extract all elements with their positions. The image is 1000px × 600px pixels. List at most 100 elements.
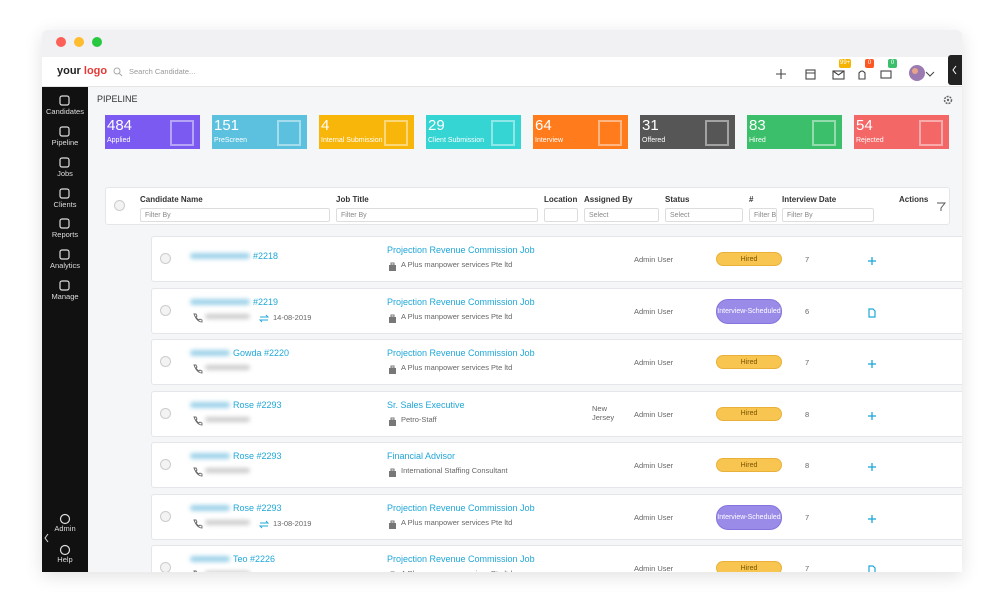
status-pill: Interview-Scheduled [716,504,782,530]
count: 7 [805,358,810,367]
count: 6 [805,306,810,316]
stage-label: Internal Submission [321,137,383,144]
stage-count: 484 [107,117,133,134]
sidebar-icon [59,543,71,561]
stage-count: 54 [856,117,873,134]
stage-card[interactable]: 484 Applied [105,115,200,149]
candidate-name[interactable]: #2218 [190,251,278,261]
job-title[interactable]: Projection Revenue Commission Job [387,245,535,255]
table-row: #2218 Projection Revenue Commission Job A … [151,236,962,282]
status-pill: Hired [716,406,782,421]
sidebar-icon [59,279,71,297]
phone-blur [205,571,250,572]
row-checkbox[interactable] [160,304,171,316]
stage-card[interactable]: 151 PreScreen [212,115,307,149]
job-title[interactable]: Projection Revenue Commission Job [387,502,535,513]
sidebar-item[interactable]: Jobs [42,156,88,184]
action-icon-glyph [868,514,876,523]
stage-watermark [916,117,948,149]
name-blur [190,556,230,562]
job-title[interactable]: Financial Advisor [387,451,456,461]
stage-card[interactable]: 29 Client Submission [426,115,521,149]
table-row: Rose #2293 Sr. Sales Executive Petro-Staff… [151,390,962,437]
sidebar-item[interactable]: Manage [42,279,88,307]
company-icon [388,259,397,277]
phone-icon-glyph [193,416,203,425]
sidebar-item[interactable]: Analytics [42,248,88,276]
candidate-name[interactable]: Teo #2226 [190,554,275,564]
filter-input[interactable]: Filter By [336,208,538,222]
filter-input[interactable]: Filter B [749,208,777,222]
stage-label: Hired [749,137,766,144]
browser-window: your logo Search Candidate... 99+ 0 0 Cand… [42,30,962,572]
stage-watermark [809,117,841,149]
action-icon[interactable] [867,356,877,374]
collapse-tab[interactable] [948,55,962,85]
job-title[interactable]: Sr. Sales Executive [387,399,465,410]
stage-card[interactable]: 31 Offered [640,115,735,149]
stage-card[interactable]: 64 Interview [533,115,628,149]
stage-count: 83 [749,117,766,134]
row-checkbox[interactable] [160,562,171,572]
filter-input[interactable]: Filter By [782,208,874,222]
stage-card[interactable]: 83 Hired [747,115,842,149]
job-title[interactable]: Projection Revenue Commission Job [387,554,535,564]
sidebar: Candidates Pipeline Jobs Clients Reports Anal… [42,87,88,572]
action-icon[interactable] [867,459,877,477]
action-icon[interactable] [867,562,877,572]
close-dot[interactable] [56,37,66,47]
candidate-name[interactable]: Gowda #2220 [190,348,289,358]
filter-input[interactable]: Select [584,208,659,222]
filter-input[interactable]: Filter By [140,208,330,222]
job-title[interactable]: Projection Revenue Commission Job [387,348,535,358]
search-input[interactable]: Search Candidate... [129,67,196,76]
stage-card[interactable]: 54 Rejected [854,115,949,149]
filter-input[interactable]: Select [665,208,743,222]
action-icon[interactable] [867,408,877,426]
sidebar-item[interactable]: Help [42,543,88,571]
filter-icon-glyph [937,202,947,211]
status-pill: Hired [716,252,782,266]
column-header: Actions [899,195,929,204]
candidate-name[interactable]: Rose #2293 [190,451,282,461]
sidebar-item[interactable]: Clients [42,187,88,215]
row-checkbox[interactable] [160,510,171,522]
name-blur [190,453,230,459]
sidebar-icon-glyph [59,280,70,291]
job-title[interactable]: Projection Revenue Commission Job [387,296,535,307]
assigned-by: Admin User [634,255,674,264]
maximize-dot[interactable] [92,37,102,47]
sidebar-item[interactable]: Admin [42,512,88,540]
row-checkbox[interactable] [160,407,171,419]
settings-icon[interactable] [943,95,953,105]
filter-input[interactable] [544,208,578,222]
column-header: Candidate Name [140,195,203,204]
row-checkbox[interactable] [160,459,171,470]
action-icon[interactable] [867,253,877,271]
sidebar-item[interactable]: Reports [42,217,88,245]
company-icon-glyph [389,262,396,271]
candidate-name[interactable]: Rose #2293 [190,400,282,410]
company-icon [388,568,397,572]
stage-watermark [595,117,627,149]
phone-icon-glyph [193,519,203,528]
action-icon[interactable] [867,511,877,529]
sidebar-icon-glyph [59,218,70,229]
minimize-dot[interactable] [74,37,84,47]
candidate-name[interactable]: #2219 [190,297,278,307]
date: 13-08-2019 [273,518,312,528]
name-text: Rose #2293 [233,399,282,410]
phone-icon [192,517,203,535]
row-checkbox[interactable] [160,356,171,367]
candidate-name[interactable]: Rose #2293 [190,503,282,513]
sidebar-item[interactable]: Candidates [42,94,88,122]
row-checkbox[interactable] [160,253,171,264]
sidebar-collapse [42,531,50,549]
company-icon [388,517,397,535]
stage-card[interactable]: 4 Internal Submission [319,115,414,149]
sidebar-item[interactable]: Pipeline [42,125,88,153]
select-all-checkbox[interactable] [114,200,125,211]
action-icon[interactable] [867,305,877,323]
phone-icon-glyph [193,364,203,374]
logo[interactable]: your logo [57,65,107,77]
